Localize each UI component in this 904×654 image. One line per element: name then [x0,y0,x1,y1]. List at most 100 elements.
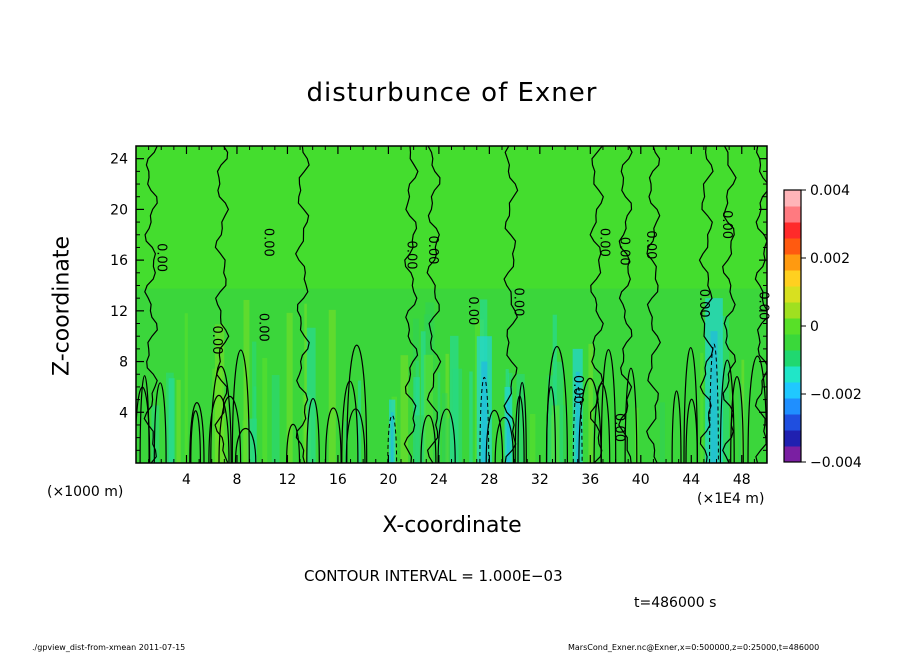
contour-loop [210,366,232,463]
contour-loop [624,367,638,463]
contour-label: 0.00 [256,313,271,342]
contour-loop [437,408,456,463]
field-streak [151,405,160,463]
field-streak [344,421,348,463]
field-streak [560,404,567,463]
colorbar: 0.004 0.002 0 −0.002 −0.004 [783,183,862,471]
x-tick-label: 4 [182,472,191,488]
contour-label: 0.00 [261,228,276,257]
colorbar-segment [784,222,801,239]
x-axis-ticks: 4 8 12 16 20 24 28 32 36 40 44 48 [148,146,755,488]
contour-label: 0.00 [617,237,632,266]
footer-right-text: MarsCond_Exner.nc@Exner,x=0:500000,z=0:2… [568,643,820,652]
contour-line [722,146,737,463]
field-streak [328,309,336,463]
contour-loop [234,428,257,463]
contour-line [426,146,442,463]
contour-line [646,146,661,463]
colorbar-segment [784,334,801,351]
contour-interval-text: CONTOUR INTERVAL = 1.000E−03 [304,567,563,585]
x-tick-label: 44 [682,472,700,488]
field-streak [262,358,268,463]
contour-loop [719,359,735,463]
field-streak [469,371,473,463]
contour-label: 0.00 [596,228,611,257]
colorbar-segment [784,286,801,303]
contour-loop [685,398,698,463]
colorbar-tick-label: 0.004 [810,183,850,199]
colorbar-segment [784,430,801,447]
x-axis-label: X-coordinate [382,513,522,538]
contour-label: 0.00 [570,375,585,404]
contour-loop [485,410,504,463]
contour-loop [189,402,205,463]
field-streak [441,393,448,463]
y-tick-label: 16 [110,253,128,269]
contour-line [754,146,767,463]
contour-negative [709,343,719,463]
y-axis-ticks: 4 8 12 16 20 24 [110,152,767,451]
contour-line [589,146,604,463]
contour-label: 0.00 [643,230,658,259]
contour-loop [325,407,342,463]
x-tick-label: 36 [581,472,599,488]
field-streak [214,324,225,463]
colorbar-segment [784,350,801,367]
field-streak [588,343,593,463]
contour-loop [346,344,368,463]
x-tick-label: 24 [430,472,448,488]
negative-anomaly-core [575,371,580,463]
field-streak [741,359,745,463]
contour-line [403,146,419,463]
field-streak [400,355,409,463]
field-streak [286,312,293,463]
colorbar-tick-label: 0 [810,319,819,335]
contour-line [618,146,633,463]
field-streak [242,420,246,463]
contour-loop [730,376,744,463]
colorbar-tick-label: 0.002 [810,251,850,267]
field-streak [452,368,463,463]
contour-loop [494,416,515,463]
contour-loop [683,347,698,463]
footer-left-text: ./gpview_dist-from-xmean 2011-07-15 [32,643,186,652]
field-streak [306,327,316,463]
contour-negative [572,386,583,463]
contour-label: 0.00 [403,241,418,270]
contour-loop [420,414,437,463]
field-streak [413,415,424,463]
field-streak [221,396,228,463]
field-streak [168,378,175,463]
contour-label: 0.00 [209,326,224,355]
field-streak [357,380,362,463]
colorbar-segment [784,254,801,271]
contour-label: 0.00 [696,289,711,318]
chart-title: disturbunce of Exner [306,78,598,108]
contour-loop [306,397,320,463]
x-tick-label: 48 [733,472,751,488]
field-streak [700,352,704,463]
contour-line [503,146,519,463]
contour-label: 0.00 [755,291,770,320]
x-tick-label: 40 [632,472,650,488]
field-streak [304,303,307,463]
colorbar-segment [784,398,801,415]
y-tick-label: 8 [119,355,128,371]
field-streak [720,315,730,463]
colorbar-segment [784,238,801,255]
x-multiplier-label: (×1E4 m) [697,491,765,507]
contour-loop [671,390,682,463]
x-tick-label: 12 [279,472,297,488]
field-upper-band [136,146,767,289]
contour-loop [231,349,250,463]
x-unit-label: (×1000 m) [47,484,124,500]
field-streak [271,375,280,463]
contour-negative [387,414,398,463]
x-tick-label: 8 [232,472,241,488]
contour-label: 0.00 [719,210,734,239]
field-streak [420,331,426,463]
negative-anomaly-core [710,331,718,463]
time-label: t=486000 s [634,595,717,611]
field-streak [423,354,434,463]
